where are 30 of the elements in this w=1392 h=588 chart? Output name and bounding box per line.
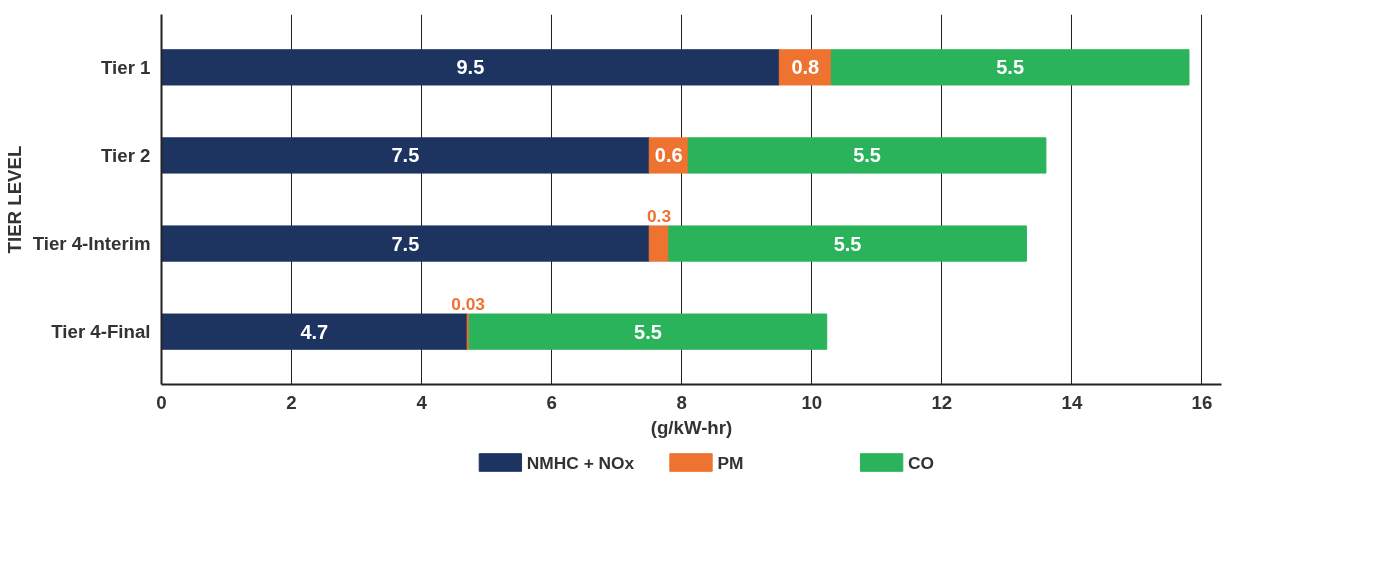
legend-label: PM (717, 452, 744, 473)
y-axis-title: TIER LEVEL (3, 145, 25, 254)
data-label: 9.5 (456, 56, 485, 79)
x-tick-label: 0 (156, 391, 167, 413)
data-label: 7.5 (391, 144, 420, 167)
data-label: 5.5 (634, 320, 662, 343)
data-label: 0.3 (646, 205, 672, 226)
data-label: 0.03 (451, 293, 486, 314)
x-tick-label: 12 (931, 391, 953, 413)
data-label: 4.7 (300, 320, 329, 343)
data-label: 5.5 (996, 56, 1025, 79)
y-tick-label: Tier 4-Interim (32, 233, 151, 255)
legend-label: NMHC + NOx (526, 452, 635, 473)
data-label: 7.5 (391, 232, 420, 255)
x-tick-label: 14 (1061, 391, 1083, 413)
x-tick-label: 10 (801, 391, 823, 413)
x-tick-label: 2 (286, 391, 297, 413)
x-tick-label: 4 (416, 391, 428, 413)
y-tick-label: Tier 1 (101, 56, 151, 78)
y-tick-label: Tier 4-Final (51, 321, 151, 343)
data-label: 5.5 (853, 144, 881, 167)
data-label: 0.8 (791, 56, 820, 79)
legend-label: CO (908, 452, 935, 473)
x-tick-label: 16 (1191, 391, 1213, 413)
data-label: 5.5 (833, 232, 862, 255)
x-axis-title: (g/kW-hr) (650, 416, 733, 438)
y-tick-label: Tier 2 (101, 144, 151, 166)
x-tick-label: 8 (676, 391, 687, 413)
x-tick-label: 6 (546, 391, 557, 413)
data-label: 0.6 (654, 144, 683, 167)
